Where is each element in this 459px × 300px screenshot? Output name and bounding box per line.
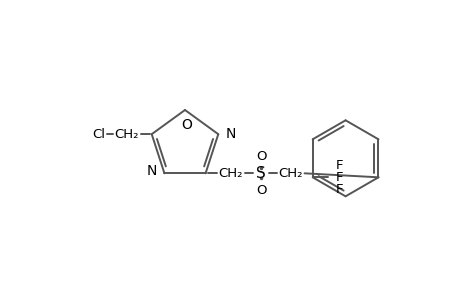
Text: O: O bbox=[181, 118, 192, 132]
Text: Cl: Cl bbox=[92, 128, 105, 141]
Text: O: O bbox=[256, 150, 266, 163]
Text: N: N bbox=[225, 127, 235, 141]
Text: CH₂: CH₂ bbox=[218, 167, 242, 180]
Text: F: F bbox=[335, 159, 342, 172]
Text: N: N bbox=[147, 164, 157, 178]
Text: CH₂: CH₂ bbox=[278, 167, 302, 180]
Text: S: S bbox=[255, 166, 265, 181]
Text: F: F bbox=[335, 171, 342, 184]
Text: F: F bbox=[335, 183, 342, 196]
Text: CH₂: CH₂ bbox=[114, 128, 139, 141]
Text: O: O bbox=[256, 184, 266, 197]
